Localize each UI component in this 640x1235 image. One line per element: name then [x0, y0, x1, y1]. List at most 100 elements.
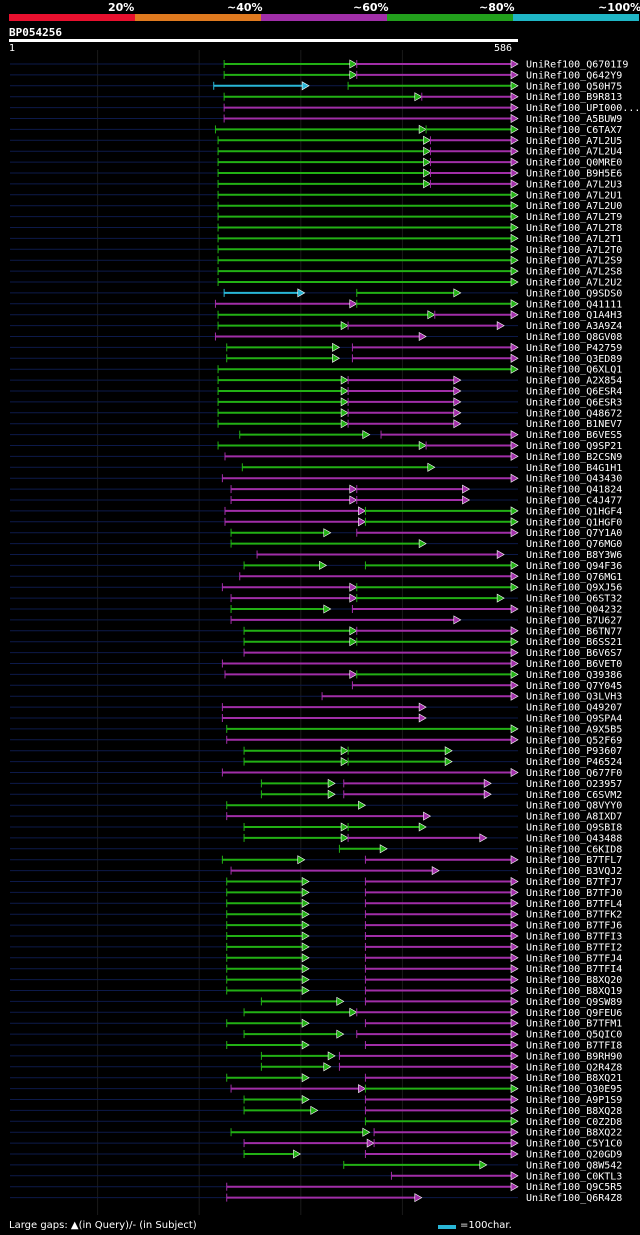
row-label[interactable]: UniRef100_B8XQ21 — [526, 1073, 622, 1084]
row-label[interactable]: UniRef100_B6VET0 — [526, 659, 622, 670]
row-label[interactable]: UniRef100_C5Y1C0 — [526, 1139, 622, 1150]
row-label[interactable]: UniRef100_A2X854 — [526, 376, 622, 387]
row-label[interactable]: UniRef100_B7TFI4 — [526, 964, 622, 975]
row-label[interactable]: UniRef100_UPI000... — [526, 103, 640, 114]
row-label[interactable]: UniRef100_Q39386 — [526, 670, 622, 681]
row-label[interactable]: UniRef100_Q5QIC0 — [526, 1030, 622, 1041]
row-label[interactable]: UniRef100_Q8GV08 — [526, 332, 622, 343]
row-label[interactable]: UniRef100_Q9SW89 — [526, 997, 622, 1008]
row-label[interactable]: UniRef100_Q1HGF4 — [526, 506, 622, 517]
row-label[interactable]: UniRef100_B9H5E6 — [526, 169, 622, 180]
row-label[interactable]: UniRef100_C6KID8 — [526, 844, 622, 855]
row-label[interactable]: UniRef100_B7TFJ0 — [526, 888, 622, 899]
row-label[interactable]: UniRef100_C6TAX7 — [526, 125, 622, 136]
row-label[interactable]: UniRef100_B6V6S7 — [526, 648, 622, 659]
row-label[interactable]: UniRef100_B8XQ20 — [526, 975, 622, 986]
row-label[interactable]: UniRef100_Q8VYY0 — [526, 801, 622, 812]
row-label[interactable]: UniRef100_C6SVM2 — [526, 790, 622, 801]
row-label[interactable]: UniRef100_Q1HGF0 — [526, 517, 622, 528]
row-label[interactable]: UniRef100_Q50H75 — [526, 81, 622, 92]
row-label[interactable]: UniRef100_C0Z2D8 — [526, 1117, 622, 1128]
row-label[interactable]: UniRef100_A7L2U2 — [526, 278, 622, 289]
row-label[interactable]: UniRef100_A3A9Z4 — [526, 321, 622, 332]
row-label[interactable]: UniRef100_A9P1S9 — [526, 1095, 622, 1106]
row-label[interactable]: UniRef100_Q6XLQ1 — [526, 365, 622, 376]
row-label[interactable]: UniRef100_B6TN77 — [526, 626, 622, 637]
row-label[interactable]: UniRef100_Q2R4Z8 — [526, 1062, 622, 1073]
row-label[interactable]: UniRef100_Q677F0 — [526, 768, 622, 779]
row-label[interactable]: UniRef100_Q9SBI8 — [526, 823, 622, 834]
row-label[interactable]: UniRef100_A7L2U3 — [526, 179, 622, 190]
row-label[interactable]: UniRef100_B7TFJ6 — [526, 921, 622, 932]
row-label[interactable]: UniRef100_Q20GD9 — [526, 1150, 622, 1161]
row-label[interactable]: UniRef100_B8XQ22 — [526, 1128, 622, 1139]
row-label[interactable]: UniRef100_A7L2U5 — [526, 136, 622, 147]
row-label[interactable]: UniRef100_B7U627 — [526, 615, 622, 626]
row-label[interactable]: UniRef100_Q76MG1 — [526, 572, 622, 583]
row-label[interactable]: UniRef100_Q48672 — [526, 408, 622, 419]
row-label[interactable]: UniRef100_Q7Y1A0 — [526, 528, 622, 539]
row-label[interactable]: UniRef100_Q0MRE0 — [526, 158, 622, 169]
row-label[interactable]: UniRef100_A7L2T1 — [526, 234, 622, 245]
row-label[interactable]: UniRef100_C4J477 — [526, 496, 622, 507]
row-label[interactable]: UniRef100_Q52F69 — [526, 735, 622, 746]
row-label[interactable]: UniRef100_B1NEV7 — [526, 419, 622, 430]
row-label[interactable]: UniRef100_Q30E95 — [526, 1084, 622, 1095]
row-label[interactable]: UniRef100_B2CSN9 — [526, 452, 622, 463]
row-label[interactable]: UniRef100_Q3LVH3 — [526, 692, 622, 703]
row-label[interactable]: UniRef100_B7TFI8 — [526, 1041, 622, 1052]
row-label[interactable]: UniRef100_B6VES5 — [526, 430, 622, 441]
row-label[interactable]: UniRef100_B8Y3W6 — [526, 550, 622, 561]
row-label[interactable]: UniRef100_B4G1H1 — [526, 463, 622, 474]
row-label[interactable]: UniRef100_Q9SP21 — [526, 441, 622, 452]
row-label[interactable]: UniRef100_A7L2T9 — [526, 212, 622, 223]
row-label[interactable]: UniRef100_B7TFJ4 — [526, 953, 622, 964]
row-label[interactable]: UniRef100_P46524 — [526, 757, 622, 768]
row-label[interactable]: UniRef100_A9X5B5 — [526, 724, 622, 735]
row-label[interactable]: UniRef100_B7TFK2 — [526, 910, 622, 921]
row-label[interactable]: UniRef100_Q43430 — [526, 474, 622, 485]
row-label[interactable]: UniRef100_B8XQ28 — [526, 1106, 622, 1117]
row-label[interactable]: UniRef100_Q9SPA4 — [526, 714, 622, 725]
row-label[interactable]: UniRef100_C0KTL3 — [526, 1171, 622, 1182]
row-label[interactable]: UniRef100_Q7Y045 — [526, 681, 622, 692]
row-label[interactable]: UniRef100_Q1A4H3 — [526, 310, 622, 321]
row-label[interactable]: UniRef100_A7L2U4 — [526, 147, 622, 158]
row-label[interactable]: UniRef100_Q9SDS0 — [526, 288, 622, 299]
row-label[interactable]: UniRef100_Q41824 — [526, 485, 622, 496]
row-label[interactable]: UniRef100_A8IXD7 — [526, 812, 622, 823]
row-label[interactable]: UniRef100_B9RH90 — [526, 1051, 622, 1062]
row-label[interactable]: UniRef100_P42759 — [526, 343, 622, 354]
row-label[interactable]: UniRef100_A7L2S8 — [526, 267, 622, 278]
row-label[interactable]: UniRef100_B3VQJ2 — [526, 866, 622, 877]
row-label[interactable]: UniRef100_A7L2U1 — [526, 190, 622, 201]
row-label[interactable]: UniRef100_Q642Y9 — [526, 70, 622, 81]
row-label[interactable]: UniRef100_B9R813 — [526, 92, 622, 103]
row-label[interactable]: UniRef100_O23957 — [526, 779, 622, 790]
row-label[interactable]: UniRef100_Q41111 — [526, 299, 622, 310]
row-label[interactable]: UniRef100_Q6R4Z8 — [526, 1193, 622, 1204]
row-label[interactable]: UniRef100_Q49207 — [526, 703, 622, 714]
row-label[interactable]: UniRef100_B6SS21 — [526, 637, 622, 648]
row-label[interactable]: UniRef100_B7TFL4 — [526, 899, 622, 910]
row-label[interactable]: UniRef100_Q6ESR4 — [526, 387, 622, 398]
row-label[interactable]: UniRef100_Q76MG0 — [526, 539, 622, 550]
row-label[interactable]: UniRef100_Q9XJ56 — [526, 583, 622, 594]
row-label[interactable]: UniRef100_Q3ED89 — [526, 354, 622, 365]
row-label[interactable]: UniRef100_Q6701I9 — [526, 60, 628, 71]
row-label[interactable]: UniRef100_B7TFI3 — [526, 932, 622, 943]
row-label[interactable]: UniRef100_B7TFM1 — [526, 1019, 622, 1030]
row-label[interactable]: UniRef100_B8XQ19 — [526, 986, 622, 997]
row-label[interactable]: UniRef100_B7TFL7 — [526, 855, 622, 866]
row-label[interactable]: UniRef100_A7L2T0 — [526, 245, 622, 256]
row-label[interactable]: UniRef100_Q94F36 — [526, 561, 622, 572]
row-label[interactable]: UniRef100_B7TFI2 — [526, 942, 622, 953]
row-label[interactable]: UniRef100_Q6ST32 — [526, 594, 622, 605]
row-label[interactable]: UniRef100_A7L2U0 — [526, 201, 622, 212]
row-label[interactable]: UniRef100_Q43488 — [526, 833, 622, 844]
row-label[interactable]: UniRef100_A7L2T8 — [526, 223, 622, 234]
row-label[interactable]: UniRef100_A5BUW9 — [526, 114, 622, 125]
row-label[interactable]: UniRef100_A7L2S9 — [526, 256, 622, 267]
row-label[interactable]: UniRef100_Q9FEU6 — [526, 1008, 622, 1019]
row-label[interactable]: UniRef100_B7TFJ7 — [526, 877, 622, 888]
